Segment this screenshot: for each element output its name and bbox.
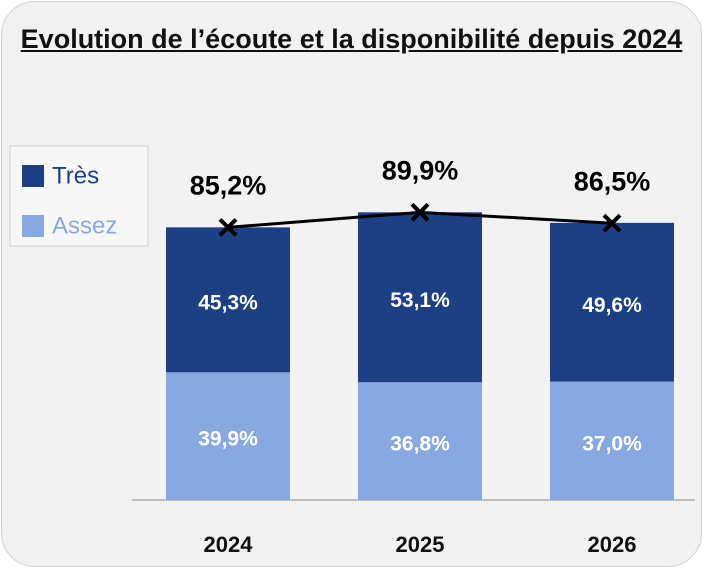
x-tick-label: 2026 <box>588 532 637 557</box>
legend-swatch <box>22 165 44 187</box>
total-label: 86,5% <box>574 166 651 196</box>
x-tick-label: 2025 <box>396 532 445 557</box>
bar-label: 36,8% <box>390 433 450 456</box>
chart-title: Evolution de l’écoute et la disponibilit… <box>20 24 683 54</box>
bar-segment <box>166 227 290 373</box>
legend-swatch <box>22 215 44 237</box>
total-label: 89,9% <box>382 155 459 185</box>
bar-segment <box>550 381 674 500</box>
bar-label: 49,6% <box>582 294 642 317</box>
bar-segment <box>358 212 482 383</box>
total-marker <box>410 202 430 222</box>
bar-label: 53,1% <box>390 289 450 312</box>
legend-label: Très <box>52 162 99 189</box>
bar-label: 45,3% <box>198 291 258 314</box>
total-marker <box>218 217 238 237</box>
bar-segment <box>358 382 482 500</box>
x-tick-label: 2024 <box>204 532 254 557</box>
total-marker <box>602 213 622 233</box>
legend-label: Assez <box>52 212 117 239</box>
total-label: 85,2% <box>190 170 267 200</box>
bar-label: 37,0% <box>582 432 642 455</box>
bar-label: 39,9% <box>198 428 258 451</box>
bar-segment <box>550 222 674 382</box>
bar-segment <box>166 372 290 500</box>
